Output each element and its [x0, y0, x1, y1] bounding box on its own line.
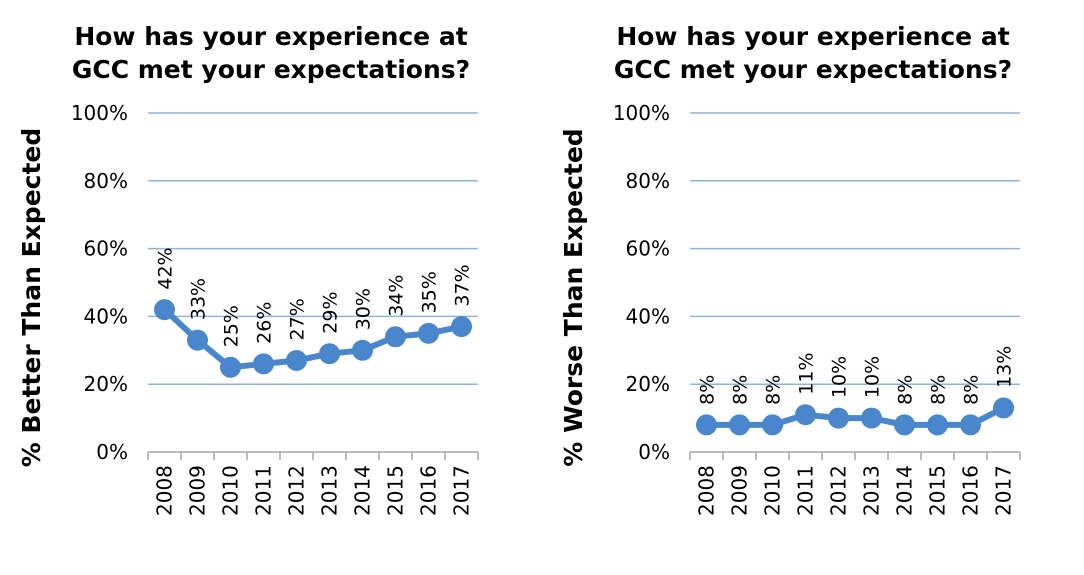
- data-point: [861, 407, 882, 429]
- x-tick-label: 2015: [384, 465, 408, 516]
- data-label: 29%: [320, 291, 342, 333]
- chart-worse-than-expected: 0% 20% 40% 60% 80% 100% 2008 2009 2010 2011 2012 20…: [542, 0, 1084, 575]
- data-point: [187, 329, 208, 351]
- data-label: 25%: [221, 305, 243, 347]
- data-label: 30%: [353, 288, 375, 330]
- x-tick-label: 2008: [695, 465, 719, 516]
- x-tick-label: 2010: [761, 465, 785, 516]
- y-tick-label: 0%: [638, 440, 670, 464]
- data-label: 8%: [697, 375, 719, 405]
- x-tick-label: 2017: [450, 465, 474, 516]
- x-tick-label: 2009: [186, 465, 210, 516]
- data-point: [696, 414, 717, 436]
- y-tick-label: 80%: [626, 169, 670, 193]
- chart-title-line-2: GCC met your expectations?: [71, 55, 471, 84]
- x-tick-label: 2011: [252, 465, 276, 516]
- data-label: 8%: [928, 375, 950, 405]
- data-label: 8%: [730, 375, 752, 405]
- data-label: 37%: [452, 264, 474, 306]
- plot-area: 0% 20% 40% 60% 80% 100% 2008 2009 2010 2011 2012 20…: [559, 101, 1021, 516]
- data-label: 8%: [763, 375, 785, 405]
- data-point: [352, 339, 373, 361]
- x-tick-label: 2013: [860, 465, 884, 516]
- y-tick-label: 40%: [84, 304, 128, 328]
- chart-better-than-expected: 0% 20% 40% 60% 80% 100% 2008 2009 2010 2011 2012 20…: [0, 20, 542, 516]
- x-tick-label: 2010: [219, 465, 243, 516]
- data-point: [319, 343, 340, 365]
- chart-title-line-1: How has your experience at: [74, 22, 468, 51]
- x-tick-label: 2014: [351, 465, 375, 516]
- y-axis-title: % Worse Than Expected: [559, 128, 588, 466]
- y-tick-label: 40%: [626, 304, 670, 328]
- data-point: [451, 316, 472, 338]
- x-tick-label: 2017: [992, 465, 1016, 516]
- data-point: [253, 353, 274, 375]
- x-tick-label: 2008: [153, 465, 177, 516]
- plot-area: 0% 20% 40% 60% 80% 100% 2008 2009 2010 2011 2012 20…: [17, 101, 479, 516]
- x-tick-label: 2012: [827, 465, 851, 516]
- data-point: [894, 414, 915, 436]
- data-point: [385, 326, 406, 348]
- y-tick-label: 100%: [613, 101, 670, 125]
- data-label: 35%: [419, 271, 441, 313]
- data-label: 10%: [829, 356, 851, 398]
- data-point: [729, 414, 750, 436]
- x-tick-label: 2014: [893, 465, 917, 516]
- x-tick-label: 2016: [417, 465, 441, 516]
- data-point: [828, 407, 849, 429]
- y-axis-title: % Better Than Expected: [17, 128, 46, 468]
- data-point: [418, 322, 439, 344]
- data-point: [993, 397, 1014, 419]
- data-label: 42%: [155, 247, 177, 289]
- x-tick-label: 2015: [926, 465, 950, 516]
- data-point: [286, 349, 307, 371]
- data-label: 11%: [796, 352, 818, 394]
- data-point: [762, 414, 783, 436]
- series-line: [706, 405, 1005, 428]
- data-label: 13%: [994, 346, 1016, 388]
- y-tick-label: 20%: [84, 372, 128, 396]
- data-point: [927, 414, 948, 436]
- data-label: 27%: [287, 298, 309, 340]
- x-tick-label: 2016: [959, 465, 983, 516]
- y-tick-label: 80%: [84, 169, 128, 193]
- data-label: 8%: [961, 375, 983, 405]
- x-tick-label: 2011: [794, 465, 818, 516]
- data-point: [154, 299, 175, 321]
- chart-title: How has your experience at GCC met your …: [542, 20, 1084, 86]
- y-tick-label: 60%: [84, 237, 128, 261]
- y-tick-label: 0%: [96, 440, 128, 464]
- y-tick-label: 100%: [71, 101, 128, 125]
- y-tick-label: 20%: [626, 372, 670, 396]
- data-point: [220, 356, 241, 378]
- chart-title-line-2: GCC met your expectations?: [613, 55, 1013, 84]
- y-tick-label: 60%: [626, 237, 670, 261]
- x-tick-label: 2009: [728, 465, 752, 516]
- x-tick-label: 2012: [285, 465, 309, 516]
- x-tick-label: 2013: [318, 465, 342, 516]
- data-point: [795, 404, 816, 426]
- series-line: [162, 307, 463, 371]
- data-label: 33%: [188, 278, 210, 320]
- data-label: 10%: [862, 356, 884, 398]
- data-label: 34%: [386, 275, 408, 317]
- chart-title-line-1: How has your experience at: [616, 22, 1010, 51]
- data-point: [960, 414, 981, 436]
- data-label: 26%: [254, 302, 276, 344]
- chart-title: How has your experience at GCC met your …: [0, 20, 542, 86]
- data-label: 8%: [895, 375, 917, 405]
